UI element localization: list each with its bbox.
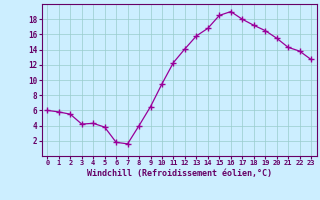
X-axis label: Windchill (Refroidissement éolien,°C): Windchill (Refroidissement éolien,°C)	[87, 169, 272, 178]
